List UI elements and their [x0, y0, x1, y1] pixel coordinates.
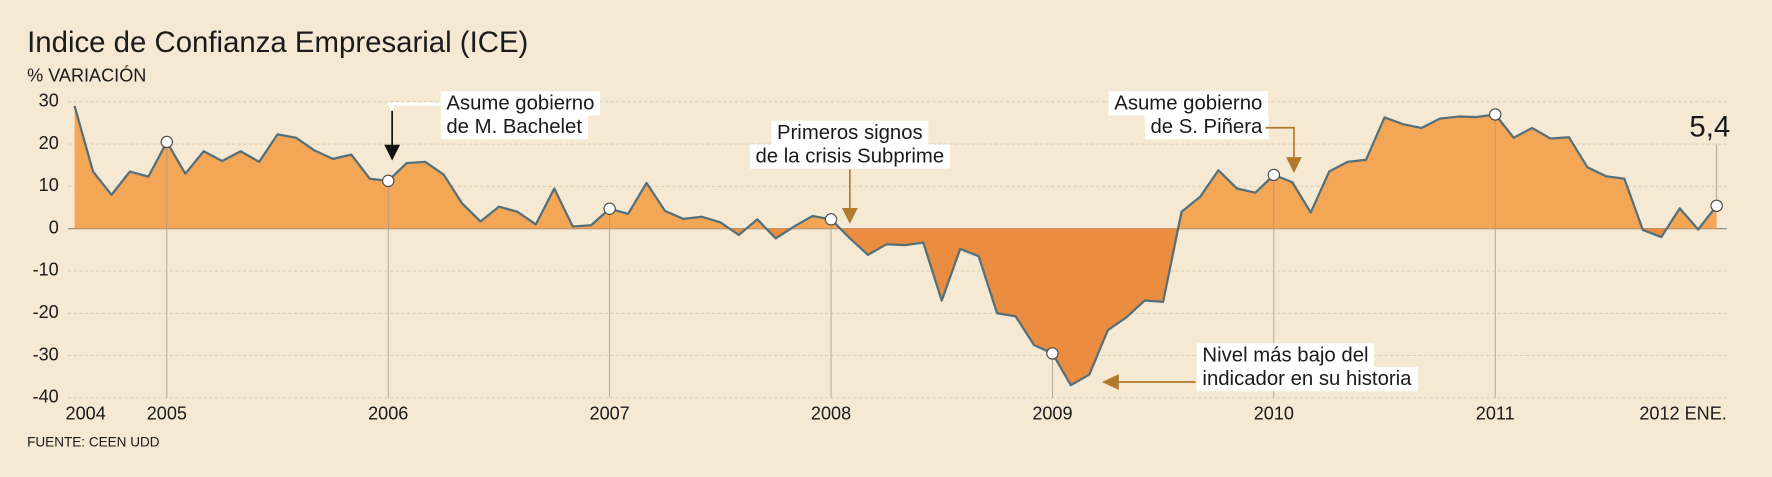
annotation-text: Asume gobierno [446, 92, 594, 114]
annotation-box [749, 144, 950, 169]
x-tick-label: 2010 [1254, 404, 1294, 424]
point-marker [1267, 168, 1281, 182]
annotation-text: de M. Bachelet [446, 116, 582, 138]
point-marker [1046, 347, 1059, 360]
annotation-box [1108, 91, 1268, 116]
annotation-bg [1196, 343, 1418, 392]
point-marker [382, 174, 395, 188]
value-label: 5,4 [1689, 111, 1730, 144]
chart-title: Indice de Confianza Empresarial (ICE) [27, 26, 528, 59]
line [73, 105, 1718, 387]
annotation-arrowhead [841, 207, 858, 224]
annotation-text: de la crisis Subprime [756, 146, 945, 168]
annotation-bg [1108, 91, 1269, 140]
annotation-box [1144, 114, 1269, 140]
x-tick-label: 2008 [811, 404, 851, 424]
annotation-bg [749, 120, 950, 169]
annotation-arrow [1265, 126, 1295, 160]
point-marker [603, 202, 616, 215]
annotation-bracket [387, 102, 447, 111]
annotation-text: indicador en su historia [1202, 368, 1412, 390]
point-marker [1710, 199, 1723, 213]
x-tick-label: 2006 [368, 404, 408, 424]
x-tick-label: 2005 [147, 404, 187, 424]
annotation-box [440, 91, 601, 116]
point-marker [160, 135, 174, 149]
annotation-bg [440, 91, 601, 140]
chart-subtitle: % VARIACIÓN [27, 65, 146, 86]
annotation-box [1196, 343, 1375, 368]
y-tick-label: -30 [33, 344, 59, 364]
x-tick-label: 2004 [66, 404, 106, 424]
y-tick-label: 30 [39, 91, 59, 111]
annotation-box [771, 120, 929, 145]
x-tick-label: 2011 [1476, 404, 1515, 424]
annotation-text: Nivel más bajo del [1202, 344, 1368, 366]
y-tick-label: 0 [49, 217, 59, 237]
y-tick-label: 20 [39, 133, 59, 153]
annotation-arrowhead [1101, 374, 1119, 390]
x-tick-label: 2007 [590, 404, 630, 424]
annotation-box [1196, 367, 1418, 392]
annotation-arrowhead [1286, 157, 1302, 173]
point-marker [1489, 108, 1502, 121]
source-note: FUENTE: CEEN UDD [27, 435, 160, 450]
annotation-text: Primeros signos [777, 122, 923, 144]
y-tick-label: -20 [33, 302, 59, 322]
annotation-arrowhead [384, 144, 401, 161]
annotation-box [440, 114, 588, 140]
x-tick-label: 2009 [1032, 404, 1072, 424]
y-tick-label: 10 [39, 175, 59, 195]
annotation-text: de S. Piñera [1150, 116, 1263, 138]
y-tick-label: -40 [33, 387, 59, 407]
annotation-text: Asume gobierno [1114, 92, 1262, 114]
point-marker [824, 213, 838, 226]
y-tick-label: -10 [33, 260, 59, 280]
x-tick-label: 2012 ENE. [1639, 404, 1726, 424]
